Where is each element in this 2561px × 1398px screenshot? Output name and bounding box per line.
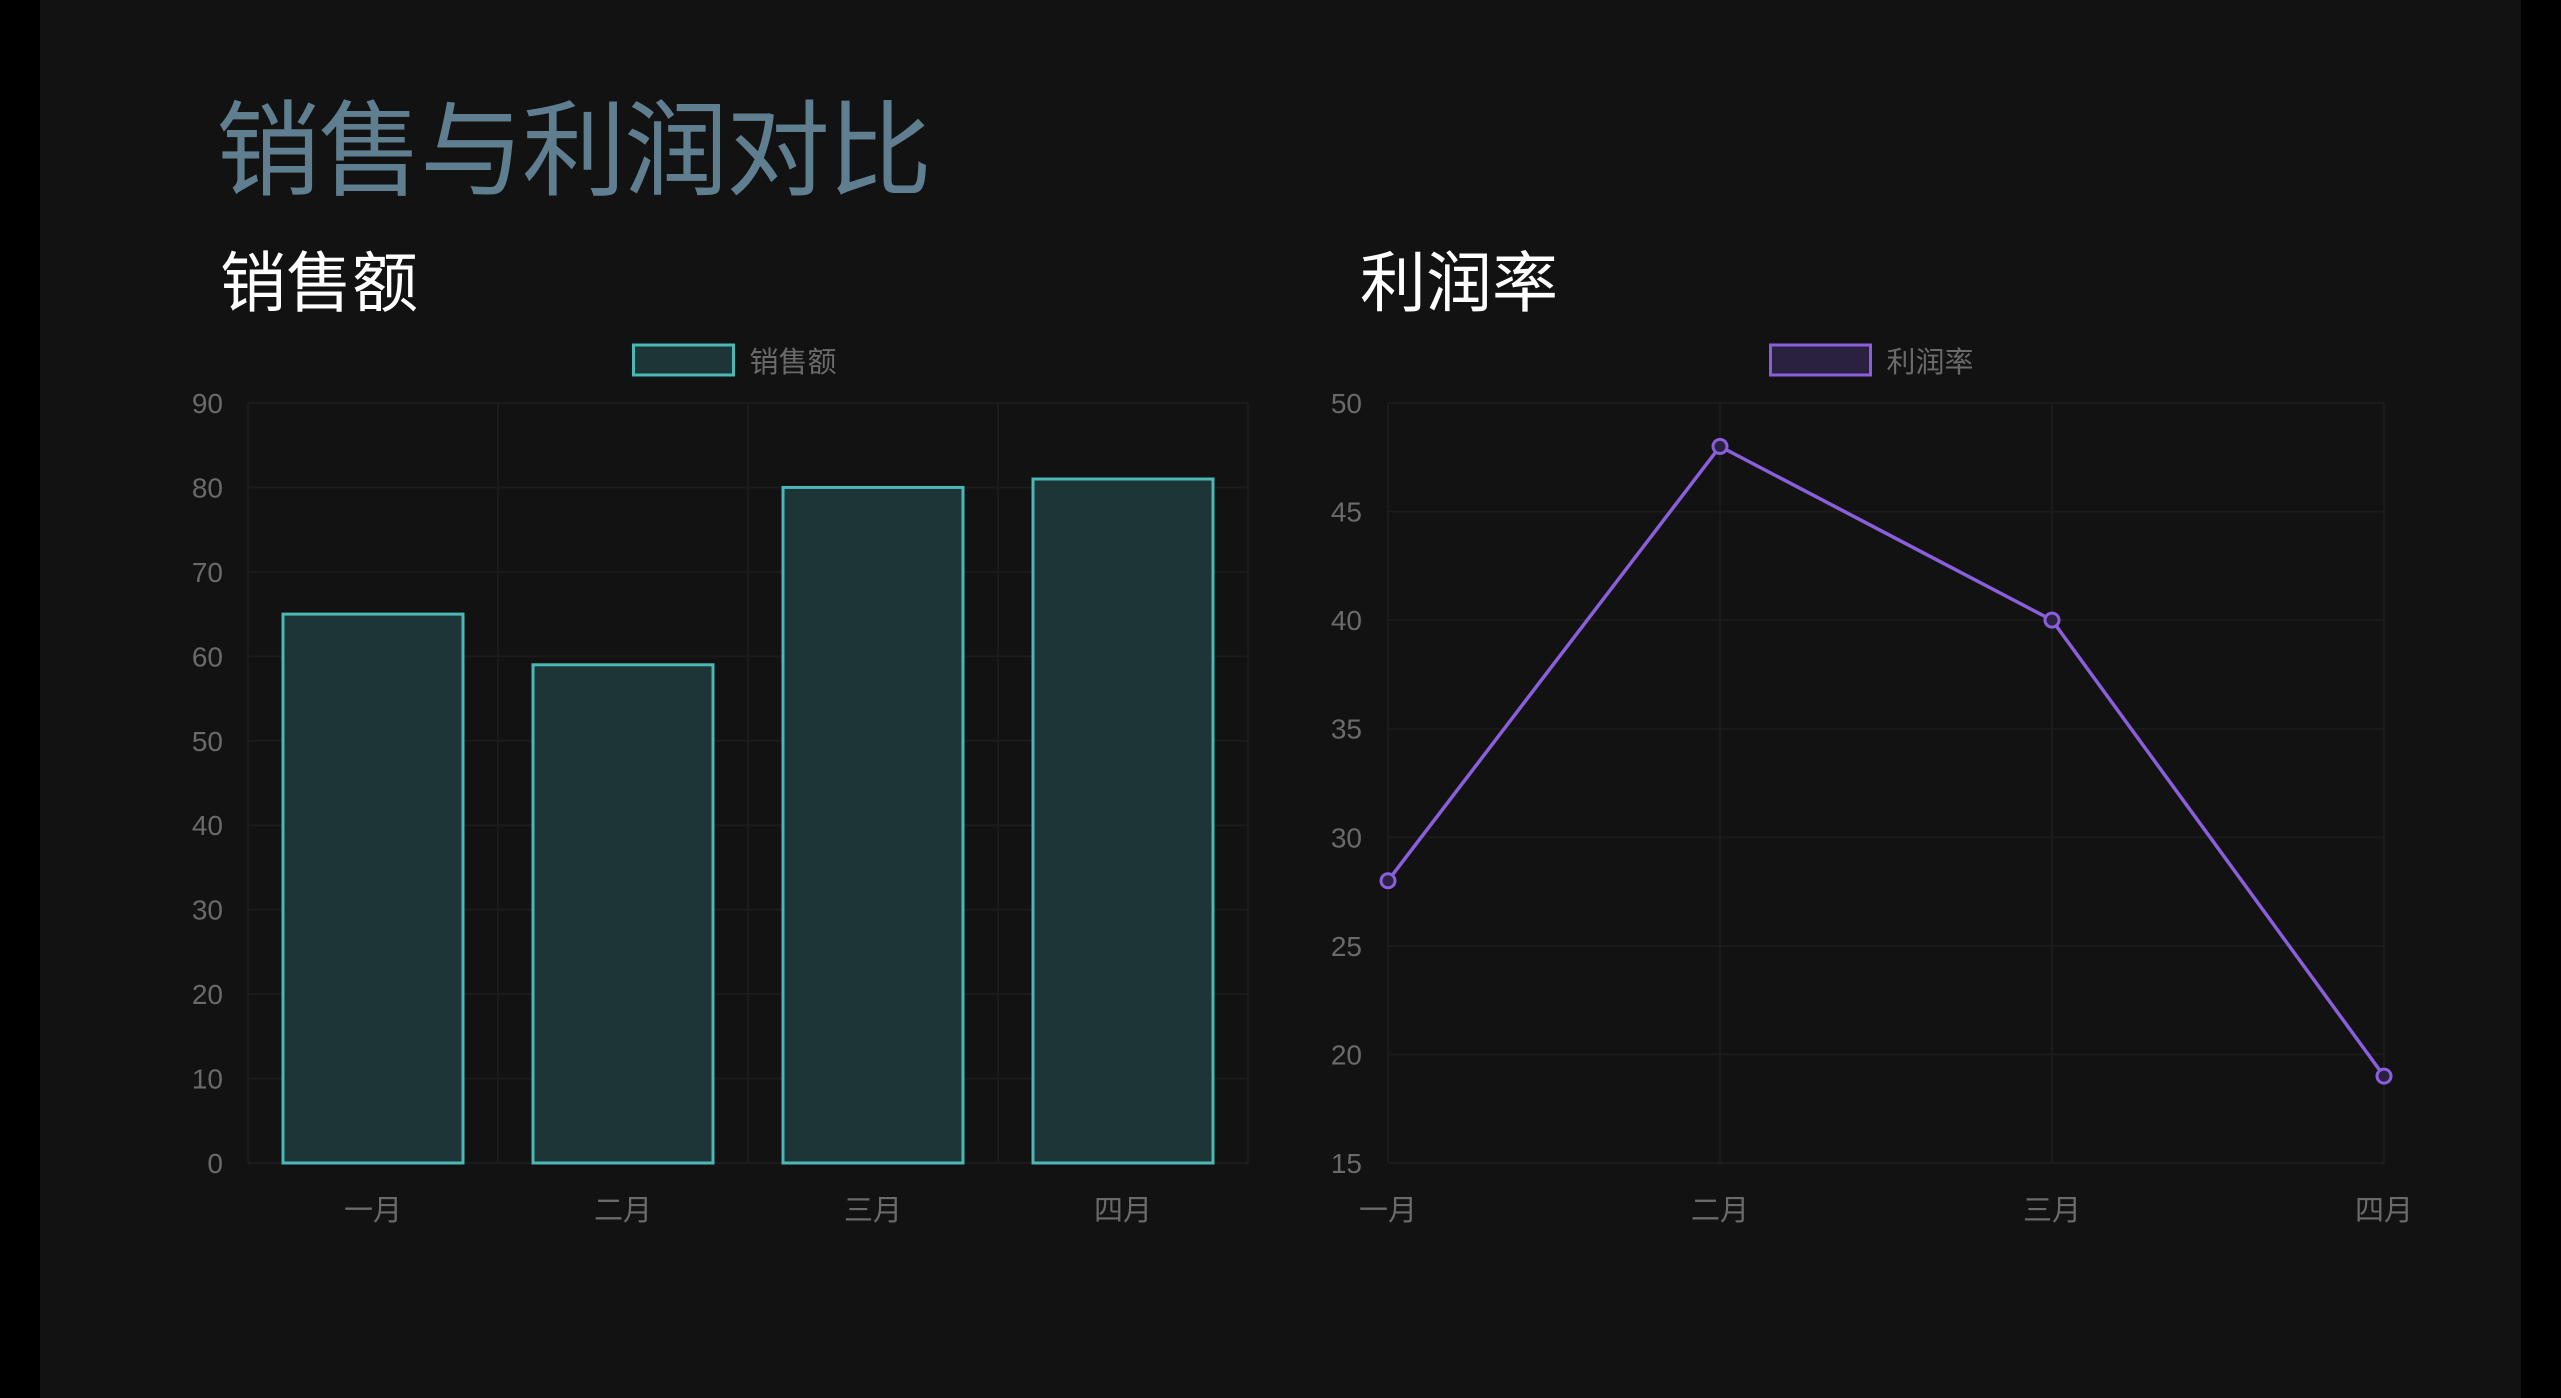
y-tick-label: 10 <box>192 1064 223 1095</box>
y-tick-label: 30 <box>192 895 223 926</box>
legend-swatch <box>632 343 735 377</box>
y-tick-label: 80 <box>192 472 223 503</box>
y-tick-label: 35 <box>1331 714 1362 745</box>
y-tick-label: 45 <box>1331 497 1362 528</box>
x-tick-label: 二月 <box>1691 1193 1749 1227</box>
x-tick-label: 二月 <box>594 1193 652 1227</box>
bar <box>1031 477 1215 1165</box>
legend-swatch <box>1769 343 1872 377</box>
y-tick-label: 70 <box>192 557 223 588</box>
profit-chart-title: 利润率 <box>1360 245 1558 322</box>
y-tick-label: 50 <box>192 726 223 757</box>
series-line <box>1386 444 2386 1078</box>
legend-label: 销售额 <box>750 345 837 379</box>
data-point <box>2375 1067 2393 1085</box>
y-tick-label: 0 <box>207 1148 223 1179</box>
y-tick-label: 60 <box>192 641 223 672</box>
legend-label: 利润率 <box>1887 345 1974 379</box>
profit-line-chart: 15 20 25 30 35 40 45 50 一月 二月 三月 四月 利润率 <box>1331 343 2413 1227</box>
x-tick-label: 一月 <box>344 1193 402 1227</box>
data-point <box>1379 872 1397 890</box>
y-tick-label: 15 <box>1331 1148 1362 1179</box>
x-tick-label: 三月 <box>844 1193 902 1227</box>
bar <box>531 663 715 1165</box>
y-tick-label: 90 <box>192 388 223 419</box>
y-tick-label: 20 <box>192 979 223 1010</box>
y-tick-label: 40 <box>1331 605 1362 636</box>
sales-chart-title: 销售额 <box>220 245 418 322</box>
bar <box>281 612 465 1165</box>
sales-bar-chart: 0 10 20 30 40 50 60 70 80 90 一月 二月 三月 四月 销售额 <box>192 343 1249 1227</box>
data-point <box>1711 437 1729 455</box>
x-tick-label: 三月 <box>2023 1193 2081 1227</box>
bar <box>781 485 965 1165</box>
x-tick-label: 一月 <box>1359 1193 1417 1227</box>
y-tick-label: 40 <box>192 810 223 841</box>
y-tick-label: 20 <box>1331 1039 1362 1070</box>
y-tick-label: 50 <box>1331 388 1362 419</box>
y-tick-label: 30 <box>1331 822 1362 853</box>
page-title: 销售与利润对比 <box>216 90 932 212</box>
data-point <box>2043 611 2061 629</box>
x-tick-label: 四月 <box>1094 1193 1152 1227</box>
x-tick-label: 四月 <box>2355 1193 2413 1227</box>
y-tick-label: 25 <box>1331 931 1362 962</box>
